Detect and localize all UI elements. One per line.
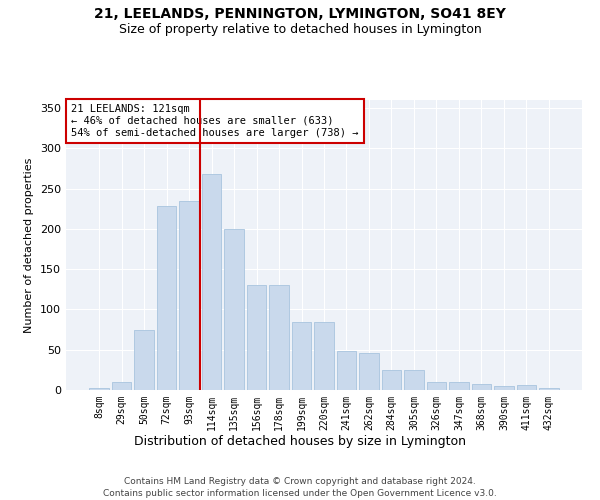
Bar [269,286,289,390]
Bar [404,370,424,390]
Y-axis label: Number of detached properties: Number of detached properties [25,158,34,332]
Text: Distribution of detached houses by size in Lymington: Distribution of detached houses by size … [134,435,466,448]
Bar [292,322,311,390]
Bar [89,388,109,390]
Bar [112,382,131,390]
Text: 21, LEELANDS, PENNINGTON, LYMINGTON, SO41 8EY: 21, LEELANDS, PENNINGTON, LYMINGTON, SO4… [94,8,506,22]
Bar [337,352,356,390]
Bar [539,388,559,390]
Bar [382,370,401,390]
Bar [134,330,154,390]
Bar [494,386,514,390]
Bar [179,200,199,390]
Bar [224,229,244,390]
Bar [472,384,491,390]
Bar [247,286,266,390]
Bar [359,353,379,390]
Text: 21 LEELANDS: 121sqm
← 46% of detached houses are smaller (633)
54% of semi-detac: 21 LEELANDS: 121sqm ← 46% of detached ho… [71,104,359,138]
Bar [157,206,176,390]
Text: Contains HM Land Registry data © Crown copyright and database right 2024.
Contai: Contains HM Land Registry data © Crown c… [103,476,497,498]
Bar [314,322,334,390]
Bar [427,382,446,390]
Bar [517,385,536,390]
Bar [202,174,221,390]
Text: Size of property relative to detached houses in Lymington: Size of property relative to detached ho… [119,22,481,36]
Bar [449,382,469,390]
